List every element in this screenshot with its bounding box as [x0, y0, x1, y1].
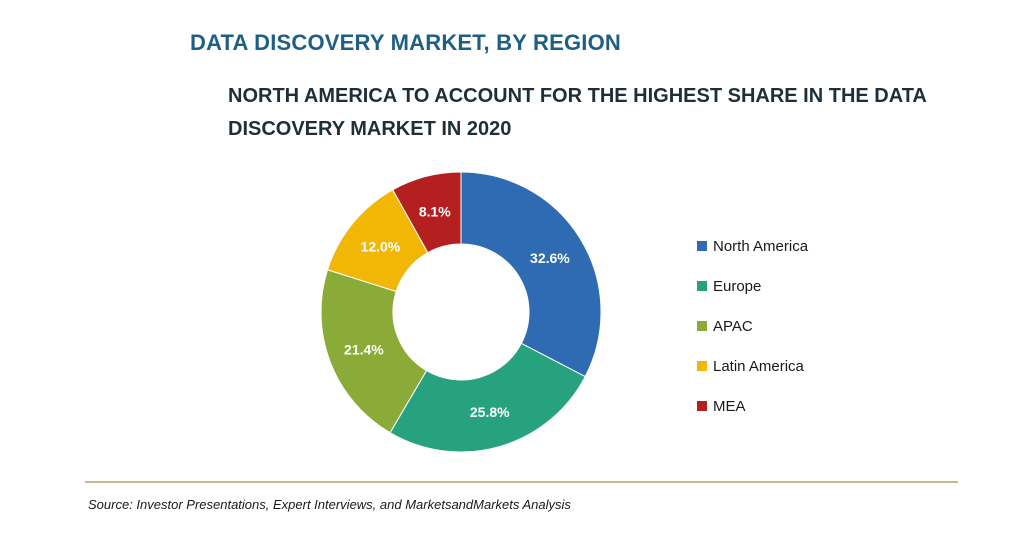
- data-label-apac: 21.4%: [344, 341, 384, 357]
- legend-swatch: [697, 281, 707, 291]
- legend-swatch: [697, 241, 707, 251]
- data-label-mea: 8.1%: [419, 203, 451, 219]
- data-label-europe: 25.8%: [470, 404, 510, 420]
- legend-item-apac: APAC: [697, 306, 808, 346]
- slice-europe: [389, 342, 586, 453]
- divider-line: [85, 481, 958, 483]
- chart-title: DATA DISCOVERY MARKET, BY REGION: [190, 30, 621, 55]
- legend-label: MEA: [713, 397, 746, 415]
- chart-subtitle: NORTH AMERICA TO ACCOUNT FOR THE HIGHEST…: [228, 85, 927, 140]
- legend-item-latin-america: Latin America: [697, 346, 808, 386]
- data-label-latin-america: 12.0%: [361, 238, 401, 254]
- legend-swatch: [697, 321, 707, 331]
- slice-apac: [320, 269, 428, 434]
- legend-label: Latin America: [713, 357, 804, 375]
- legend-item-europe: Europe: [697, 266, 808, 306]
- slice-north-america: [460, 171, 602, 378]
- data-label-north-america: 32.6%: [530, 250, 570, 266]
- slice-mea: [392, 171, 462, 254]
- legend-swatch: [697, 401, 707, 411]
- chart-legend: North America Europe APAC Latin America MEA: [697, 226, 808, 426]
- source-note: Source: Investor Presentations, Expert I…: [88, 497, 571, 512]
- legend-item-mea: MEA: [697, 386, 808, 426]
- legend-label: APAC: [713, 317, 753, 335]
- legend-label: North America: [713, 237, 809, 255]
- legend-label: Europe: [713, 277, 762, 295]
- legend-swatch: [697, 361, 707, 371]
- legend-item-north-america: North America: [697, 226, 808, 266]
